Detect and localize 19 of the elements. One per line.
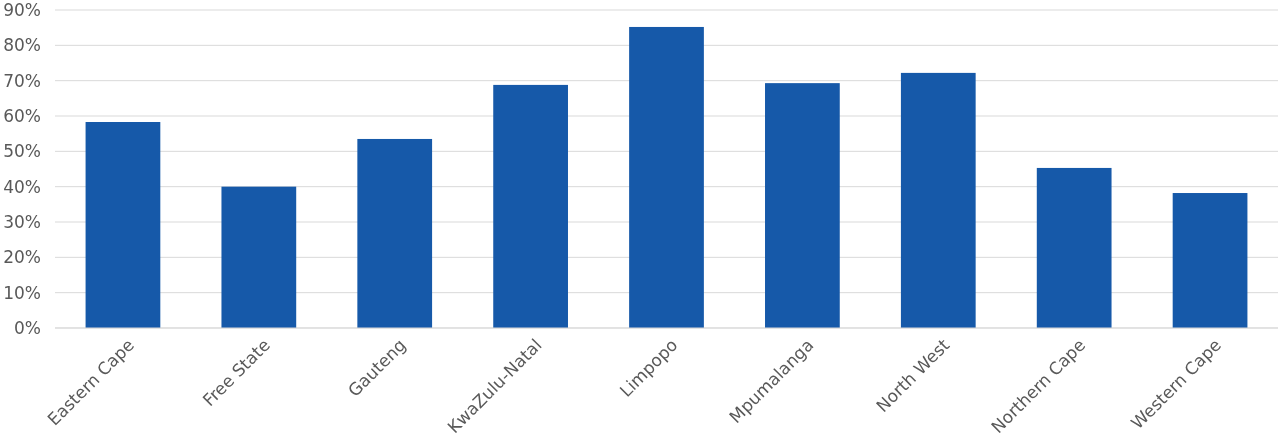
bar [357,138,433,328]
y-tick-label: 40% [3,176,41,197]
y-tick-label: 10% [3,282,41,303]
bar [1036,167,1112,328]
y-tick-label: 80% [3,35,41,56]
y-tick-label: 50% [3,141,41,162]
bar [85,122,161,328]
bar [900,72,976,328]
bar [221,186,297,328]
bar [629,26,704,328]
bar [765,83,840,328]
y-tick-label: 90% [3,0,41,20]
y-tick-label: 70% [3,70,41,91]
bar [1172,193,1248,328]
y-tick-label: 20% [3,247,41,268]
y-tick-label: 0% [14,317,41,338]
y-tick-label: 60% [3,105,41,126]
bar [493,84,568,328]
y-tick-label: 30% [3,211,41,232]
